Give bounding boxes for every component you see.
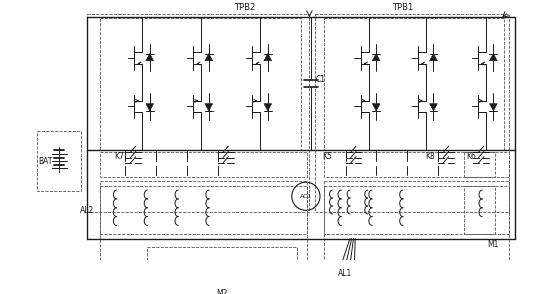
Polygon shape [372,54,380,61]
Bar [37,131,81,191]
Text: AL1: AL1 [338,269,353,278]
Polygon shape [264,54,272,61]
Polygon shape [205,104,213,111]
Text: AC1: AC1 [300,194,312,199]
Bar [323,152,495,177]
Text: K8: K8 [425,152,435,161]
Polygon shape [146,54,154,61]
Polygon shape [489,54,497,61]
Bar [100,181,307,283]
Text: TPB1: TPB1 [392,3,413,12]
Text: M2: M2 [217,289,228,294]
Bar [323,181,509,269]
Polygon shape [372,104,380,111]
Bar [100,186,307,234]
Bar [147,247,297,287]
Text: AL2: AL2 [80,206,94,215]
Bar [315,14,509,212]
Polygon shape [146,104,154,111]
Text: K6: K6 [466,152,476,161]
Text: BAT: BAT [38,157,52,166]
Polygon shape [430,54,437,61]
Polygon shape [205,54,213,61]
Text: C1: C1 [316,75,326,83]
Text: M1: M1 [488,240,499,249]
Polygon shape [264,104,272,111]
Bar [100,152,307,177]
Bar [323,18,504,151]
Bar [464,152,509,177]
Polygon shape [489,104,497,111]
Text: K7: K7 [114,152,123,161]
Bar [323,186,495,234]
Bar [88,14,310,212]
Polygon shape [430,104,437,111]
Bar [464,186,509,234]
Bar [100,18,301,151]
Text: TPB2: TPB2 [234,3,255,12]
Text: K5: K5 [322,152,332,161]
